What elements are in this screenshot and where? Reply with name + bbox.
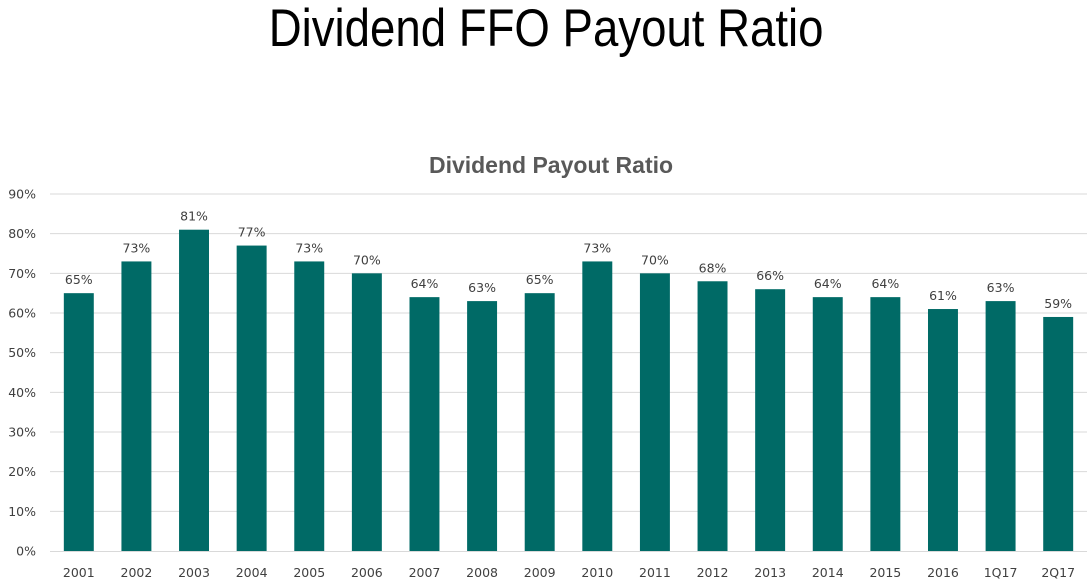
x-tick-label: 2015 bbox=[869, 565, 901, 580]
x-tick-label: 2016 bbox=[927, 565, 959, 580]
data-label: 59% bbox=[1044, 296, 1072, 311]
data-label: 70% bbox=[353, 252, 381, 267]
bars bbox=[63, 229, 1074, 552]
bar bbox=[985, 301, 1016, 551]
bar bbox=[582, 261, 613, 551]
x-tick-label: 2003 bbox=[178, 565, 210, 580]
bar bbox=[236, 245, 267, 552]
y-tick-label: 90% bbox=[8, 187, 36, 202]
data-label: 81% bbox=[180, 209, 208, 224]
bar bbox=[755, 289, 786, 551]
x-tick-label: 2009 bbox=[524, 565, 556, 580]
x-tick-label: 2007 bbox=[409, 565, 441, 580]
data-label: 70% bbox=[641, 252, 669, 267]
bar bbox=[927, 309, 958, 551]
bar bbox=[351, 273, 382, 551]
y-tick-label: 80% bbox=[8, 226, 36, 241]
y-tick-label: 10% bbox=[8, 504, 36, 519]
data-label: 66% bbox=[756, 268, 784, 283]
y-tick-label: 30% bbox=[8, 425, 36, 440]
x-tick-label: 2014 bbox=[812, 565, 844, 580]
data-label: 68% bbox=[699, 260, 727, 275]
gridlines bbox=[50, 193, 1087, 512]
bar bbox=[294, 261, 325, 551]
data-label: 77% bbox=[238, 225, 266, 240]
y-tick-label: 40% bbox=[8, 385, 36, 400]
data-label: 65% bbox=[65, 272, 93, 287]
data-label: 63% bbox=[987, 280, 1015, 295]
x-tick-label: 1Q17 bbox=[984, 565, 1018, 580]
x-tick-label: 2012 bbox=[697, 565, 729, 580]
bar bbox=[639, 273, 670, 551]
y-tick-label: 20% bbox=[8, 464, 36, 479]
x-tick-label: 2002 bbox=[121, 565, 153, 580]
data-label: 65% bbox=[526, 272, 554, 287]
x-axis-tick-labels: 2001 2002 2003 2004 2005 2006 2007 2008 2009 2010… bbox=[63, 565, 1075, 580]
x-tick-label: 2010 bbox=[581, 565, 613, 580]
x-tick-label: 2013 bbox=[754, 565, 786, 580]
bar bbox=[121, 261, 152, 551]
bar bbox=[870, 297, 901, 551]
x-tick-label: 2008 bbox=[466, 565, 498, 580]
data-label: 63% bbox=[468, 280, 496, 295]
y-tick-label: 50% bbox=[8, 345, 36, 360]
x-tick-label: 2Q17 bbox=[1041, 565, 1075, 580]
x-tick-label: 2001 bbox=[63, 565, 95, 580]
x-tick-label: 2005 bbox=[293, 565, 325, 580]
bar bbox=[179, 229, 210, 551]
data-label: 64% bbox=[814, 276, 842, 291]
data-label: 73% bbox=[295, 240, 323, 255]
page-title: Dividend FFO Payout Ratio bbox=[268, 0, 824, 58]
data-labels: 65% 73% 81% 77% 73% 70% 64% 63% 65% 73% 70% 68% 66% 6… bbox=[65, 209, 1072, 311]
y-tick-label: 0% bbox=[16, 544, 36, 559]
y-axis-tick-labels: 0% 10% 20% 30% 40% 50% 60% 70% 80% 90% bbox=[8, 187, 36, 559]
data-label: 61% bbox=[929, 288, 957, 303]
data-label: 64% bbox=[871, 276, 899, 291]
bar bbox=[467, 301, 498, 551]
x-tick-label: 2004 bbox=[236, 565, 268, 580]
bar bbox=[524, 293, 555, 551]
bar bbox=[1043, 316, 1074, 551]
bar bbox=[63, 293, 94, 551]
bar bbox=[812, 297, 843, 551]
bar bbox=[409, 297, 440, 551]
chart-title: Dividend Payout Ratio bbox=[429, 152, 673, 178]
x-tick-label: 2006 bbox=[351, 565, 383, 580]
data-label: 73% bbox=[123, 240, 151, 255]
y-tick-label: 70% bbox=[8, 266, 36, 281]
bar bbox=[697, 281, 728, 551]
data-label: 73% bbox=[583, 240, 611, 255]
data-label: 64% bbox=[411, 276, 439, 291]
x-tick-label: 2011 bbox=[639, 565, 671, 580]
y-tick-label: 60% bbox=[8, 306, 36, 321]
